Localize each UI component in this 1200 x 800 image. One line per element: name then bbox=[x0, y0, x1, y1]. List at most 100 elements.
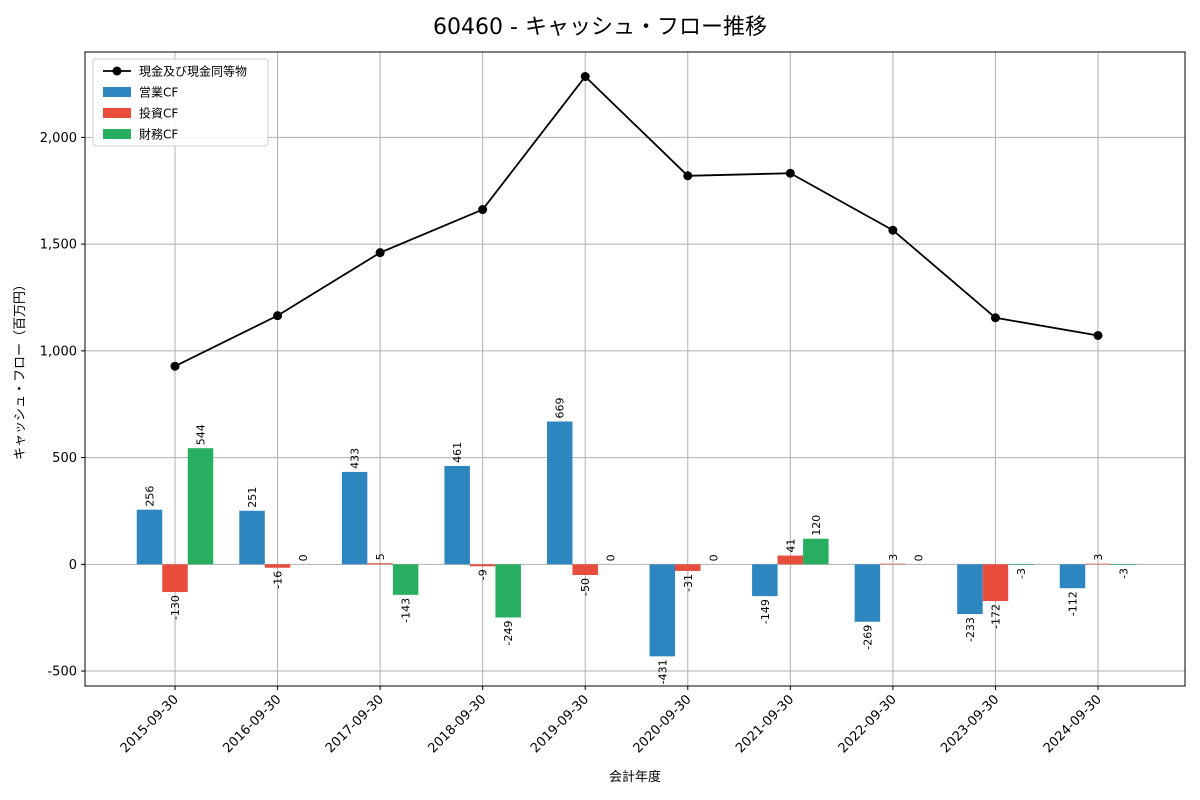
bar bbox=[392, 564, 419, 595]
bar bbox=[1085, 563, 1111, 565]
legend-label: 財務CF bbox=[139, 127, 178, 142]
bar-value-label: 669 bbox=[554, 398, 567, 419]
bar bbox=[982, 564, 1009, 602]
bar-value-label: -3 bbox=[1118, 568, 1131, 579]
x-tick-label: 2016-09-30 bbox=[220, 692, 284, 756]
cash-line-point bbox=[785, 168, 795, 178]
bar-value-label: -172 bbox=[989, 604, 1002, 629]
bar-value-label: -9 bbox=[477, 569, 490, 580]
bar bbox=[367, 563, 393, 565]
bar bbox=[752, 564, 778, 597]
bar bbox=[1059, 564, 1086, 589]
x-tick-label: 2019-09-30 bbox=[528, 692, 592, 756]
legend-swatch-rect bbox=[103, 87, 131, 97]
bar-value-label: 0 bbox=[912, 554, 925, 561]
bar bbox=[675, 564, 701, 571]
bar bbox=[649, 564, 676, 657]
bar bbox=[803, 538, 829, 565]
x-tick-label: 2023-09-30 bbox=[938, 692, 1002, 756]
cash-line-point bbox=[888, 225, 898, 235]
bar bbox=[880, 563, 906, 565]
bar bbox=[239, 510, 265, 565]
bar bbox=[495, 564, 521, 618]
legend-swatch-rect bbox=[103, 108, 131, 118]
y-tick-label: 1,000 bbox=[40, 344, 77, 359]
x-tick-label: 2020-09-30 bbox=[631, 692, 695, 756]
bars bbox=[136, 421, 1137, 657]
bar-value-label: 433 bbox=[349, 448, 362, 469]
grid bbox=[85, 52, 1185, 686]
legend-label: 現金及び現金同等物 bbox=[139, 64, 247, 79]
bar-value-label: 3 bbox=[887, 554, 900, 561]
bar bbox=[777, 555, 804, 565]
bar bbox=[136, 509, 163, 565]
legend-swatch-marker bbox=[112, 66, 122, 76]
bar-labels: 256 251 433 461 669 -431 -149 -269 -233 -112 -130 -… bbox=[144, 398, 1131, 685]
y-tick-label: 0 bbox=[69, 558, 77, 573]
bar bbox=[854, 564, 881, 622]
cash-line-point bbox=[990, 313, 1000, 323]
bar-value-label: -149 bbox=[759, 599, 772, 624]
cash-line-point bbox=[1093, 330, 1103, 340]
bar bbox=[264, 564, 291, 568]
bar bbox=[572, 564, 598, 575]
y-axis-ticks: -500 0 500 1,000 1,500 2,000 bbox=[40, 131, 85, 680]
y-tick-label: 1,500 bbox=[40, 238, 77, 253]
bar-value-label: -50 bbox=[579, 578, 592, 596]
bar-value-label: 544 bbox=[195, 424, 208, 445]
y-axis-label: キャッシュ・フロー（百万円） bbox=[13, 278, 28, 460]
bar bbox=[1008, 564, 1034, 565]
cash-line-point bbox=[478, 205, 488, 215]
legend-label: 投資CF bbox=[139, 106, 178, 121]
bar-value-label: -143 bbox=[400, 598, 413, 623]
bar-value-label: -16 bbox=[272, 571, 285, 589]
bar bbox=[162, 564, 188, 593]
bar-value-label: -233 bbox=[964, 617, 977, 642]
bar bbox=[187, 448, 214, 565]
bar-value-label: 256 bbox=[144, 486, 157, 507]
bar bbox=[1110, 564, 1137, 565]
bar-value-label: 0 bbox=[605, 554, 618, 561]
cash-line-point bbox=[683, 171, 693, 181]
bar-value-label: -249 bbox=[502, 620, 515, 645]
bar bbox=[957, 564, 983, 615]
legend-swatch-rect bbox=[103, 129, 131, 139]
y-tick-label: -500 bbox=[47, 665, 77, 680]
bar-value-label: 461 bbox=[451, 442, 464, 463]
bar-value-label: 0 bbox=[297, 554, 310, 561]
bar-value-label: -31 bbox=[682, 574, 695, 592]
legend-label: 営業CF bbox=[139, 86, 178, 100]
bar bbox=[469, 564, 496, 567]
bar-value-label: -3 bbox=[1015, 568, 1028, 579]
legend-box bbox=[92, 58, 269, 147]
bar-value-label: -269 bbox=[861, 625, 874, 650]
x-axis-ticks: 2015-09-30 2016-09-30 2017-09-30 2018-09-30… bbox=[118, 686, 1105, 756]
cash-line-point bbox=[375, 248, 385, 258]
bar-value-label: 5 bbox=[374, 553, 387, 560]
bar-value-label: 41 bbox=[784, 539, 797, 553]
bar bbox=[444, 465, 470, 565]
bar bbox=[341, 471, 368, 565]
chart-title: 60460 - キャッシュ・フロー推移 bbox=[433, 15, 767, 40]
bar-value-label: 3 bbox=[1092, 554, 1105, 561]
bar-value-label: 120 bbox=[810, 515, 823, 536]
plot-frame bbox=[84, 51, 1186, 687]
cash-line-point bbox=[170, 361, 180, 371]
cash-line-point bbox=[273, 311, 283, 321]
y-tick-label: 2,000 bbox=[40, 131, 77, 146]
bar-value-label: 0 bbox=[707, 554, 720, 561]
bar-value-label: -431 bbox=[656, 659, 669, 684]
x-axis-label: 会計年度 bbox=[609, 769, 661, 785]
x-tick-label: 2017-09-30 bbox=[323, 692, 387, 756]
x-tick-label: 2015-09-30 bbox=[118, 692, 182, 756]
x-tick-label: 2018-09-30 bbox=[425, 692, 489, 756]
x-tick-label: 2022-09-30 bbox=[836, 692, 900, 756]
bar-value-label: -112 bbox=[1067, 591, 1080, 616]
bar-value-label: -130 bbox=[169, 595, 182, 620]
bar bbox=[546, 421, 573, 565]
y-tick-label: 500 bbox=[52, 451, 77, 466]
cash-line-point bbox=[580, 72, 590, 82]
x-tick-label: 2021-09-30 bbox=[733, 692, 797, 756]
